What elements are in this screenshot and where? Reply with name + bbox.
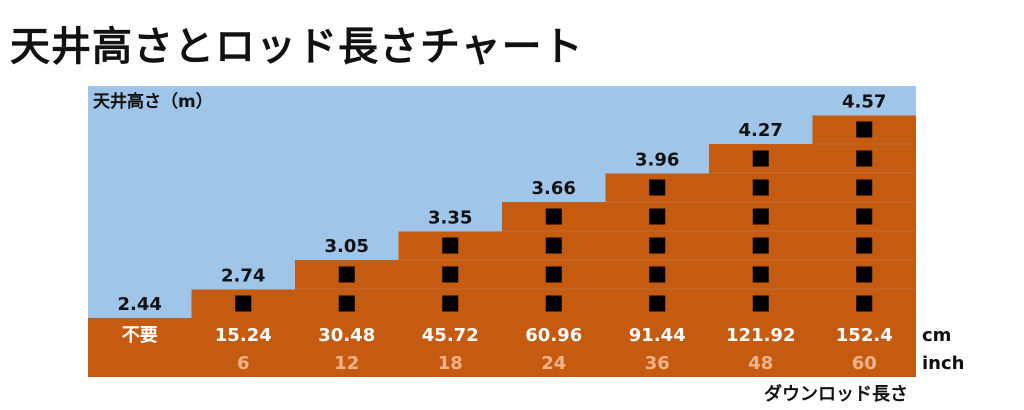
inch-tick-5: 36	[645, 353, 670, 374]
cm-tick-2: 30.48	[318, 325, 375, 346]
inch-tick-4: 24	[541, 353, 566, 374]
cm-tick-5: 91.44	[629, 325, 686, 346]
marker-5-4	[649, 179, 666, 196]
marker-3-2	[442, 237, 459, 254]
marker-4-3	[545, 208, 562, 225]
cm-unit-label: cm	[922, 325, 951, 346]
value-label-6: 4.27	[739, 120, 783, 141]
inch-tick-7: 60	[852, 353, 877, 374]
step-markers	[235, 121, 873, 312]
grid-lines	[295, 143, 916, 290]
cm-tick-labels: 不要 15.24 30.48 45.72 60.96 91.44 121.92 152.4	[122, 325, 893, 346]
x-axis-label: ダウンロッド長さ	[764, 383, 908, 405]
cm-tick-3: 45.72	[422, 325, 479, 346]
marker-6-0	[752, 295, 769, 312]
marker-6-4	[752, 179, 769, 196]
marker-7-2	[856, 237, 873, 254]
marker-4-1	[545, 266, 562, 283]
category-band	[88, 318, 916, 377]
value-label-4: 3.66	[532, 178, 576, 199]
marker-4-0	[545, 295, 562, 312]
marker-7-5	[856, 150, 873, 167]
value-label-7: 4.57	[842, 91, 886, 112]
marker-6-1	[752, 266, 769, 283]
value-label-2: 3.05	[325, 236, 369, 257]
marker-6-5	[752, 150, 769, 167]
marker-5-1	[649, 266, 666, 283]
inch-tick-1: 6	[237, 353, 250, 374]
value-label-3: 3.35	[428, 207, 472, 228]
marker-5-0	[649, 295, 666, 312]
marker-7-6	[856, 121, 873, 138]
cm-tick-1: 15.24	[215, 325, 272, 346]
marker-2-1	[338, 266, 355, 283]
inch-tick-3: 18	[438, 353, 463, 374]
cm-tick-0: 不要	[122, 325, 158, 346]
cm-tick-6: 121.92	[726, 325, 795, 346]
marker-7-3	[856, 208, 873, 225]
marker-7-4	[856, 179, 873, 196]
y-axis-label: 天井高さ（m）	[93, 91, 213, 112]
cm-tick-4: 60.96	[525, 325, 582, 346]
marker-4-2	[545, 237, 562, 254]
inch-tick-2: 12	[334, 353, 359, 374]
marker-6-3	[752, 208, 769, 225]
value-label-5: 3.96	[635, 149, 679, 170]
value-labels: 2.44 2.74 3.05 3.35 3.66 3.96 4.27 4.57	[118, 91, 887, 315]
marker-7-1	[856, 266, 873, 283]
marker-7-0	[856, 295, 873, 312]
value-label-0: 2.44	[118, 294, 162, 315]
page-title: 天井高さとロッド長さチャート	[10, 24, 584, 70]
marker-6-2	[752, 237, 769, 254]
marker-5-2	[649, 237, 666, 254]
marker-3-0	[442, 295, 459, 312]
inch-tick-6: 48	[748, 353, 773, 374]
value-label-1: 2.74	[221, 265, 265, 286]
cm-tick-7: 152.4	[836, 325, 893, 346]
marker-1-0	[235, 295, 252, 312]
inch-tick-labels: 6 12 18 24 36 48 60	[237, 353, 877, 374]
marker-2-0	[338, 295, 355, 312]
marker-3-1	[442, 266, 459, 283]
marker-5-3	[649, 208, 666, 225]
inch-unit-label: inch	[922, 353, 964, 374]
